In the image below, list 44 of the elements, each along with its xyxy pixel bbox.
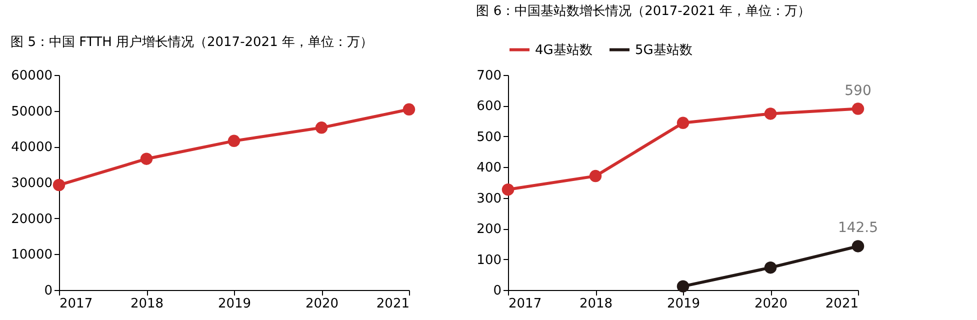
x-tick-label: 2018 <box>130 296 164 312</box>
y-tick-label: 30000 <box>11 176 52 191</box>
legend-label: 4G基站数 <box>535 42 592 58</box>
point <box>315 122 328 134</box>
data-label: 590 <box>844 82 872 99</box>
y-tick-label: 0 <box>493 284 502 298</box>
x-tick-label: 2020 <box>305 296 339 312</box>
y-tick-label: 500 <box>476 130 502 145</box>
y-tick-label: 600 <box>476 99 502 114</box>
y-tick-label: 700 <box>476 68 502 84</box>
y-tick-label: 100 <box>476 252 502 268</box>
x-tick-label: 2020 <box>754 296 788 312</box>
chart-title: 图 5：中国 FTTH 用户增长情况（2017-2021 年，单位：万） <box>10 35 373 50</box>
legend-label: 5G基站数 <box>635 42 692 58</box>
point <box>852 240 864 252</box>
y-tick-label: 40000 <box>11 140 52 156</box>
point <box>676 116 690 130</box>
x-tick-label: 2019 <box>666 296 700 312</box>
y-tick-label: 20000 <box>11 212 52 227</box>
point <box>764 261 777 274</box>
y-tick-label: 400 <box>476 160 502 176</box>
y-tick-label: 50000 <box>11 104 52 120</box>
y-tick-label: 60000 <box>11 68 52 84</box>
x-tick-label: 2018 <box>579 296 613 312</box>
point <box>228 134 240 148</box>
point <box>140 152 153 165</box>
y-tick-label: 200 <box>476 222 502 238</box>
chart-title: 图 6：中国基站数增长情况（2017-2021 年，单位：万） <box>476 4 811 19</box>
point <box>852 102 864 115</box>
point <box>764 108 777 120</box>
x-tick-label: 2021 <box>376 296 410 312</box>
x-tick-label: 2021 <box>825 296 858 312</box>
x-tick-label: 2019 <box>218 296 252 312</box>
point <box>502 183 514 196</box>
x-tick-label: 2017 <box>508 296 542 312</box>
data-label: 142.5 <box>838 220 878 236</box>
y-tick-label: 300 <box>476 191 502 206</box>
point <box>52 178 66 192</box>
point <box>402 103 416 116</box>
x-tick-label: 2017 <box>60 296 93 312</box>
point <box>676 280 690 292</box>
y-tick-label: 0 <box>44 284 52 298</box>
y-tick-label: 10000 <box>11 248 52 263</box>
point <box>589 170 602 182</box>
